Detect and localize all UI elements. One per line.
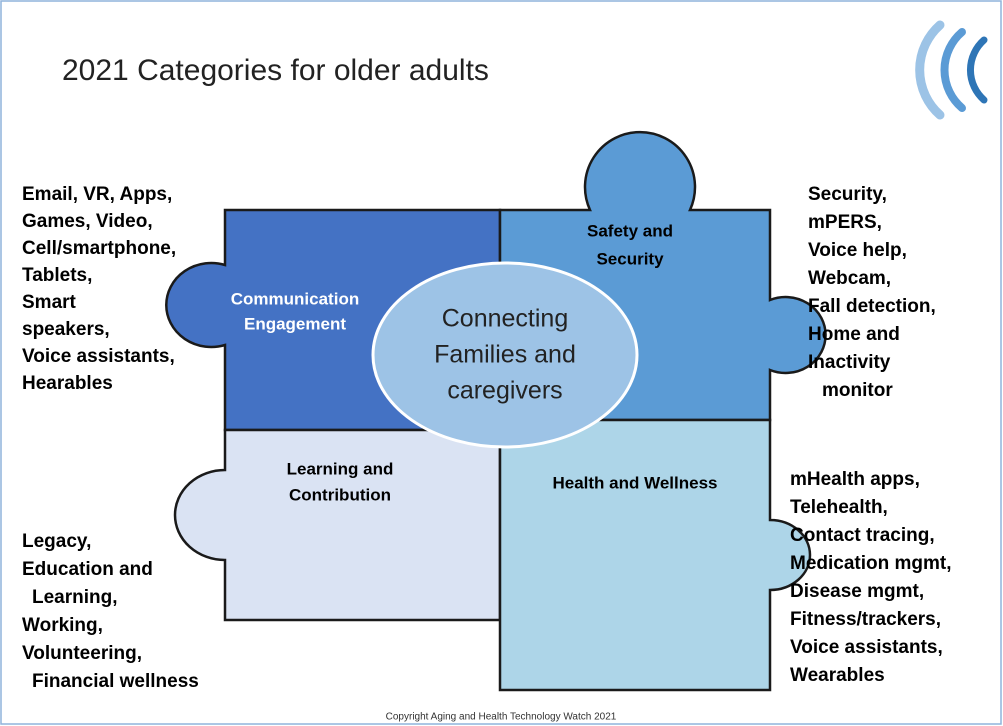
list-item: Voice assistants,: [790, 637, 943, 658]
list-item: Education and: [22, 559, 153, 580]
list-item: Financial wellness: [32, 671, 199, 692]
list-item: Cell/smartphone,: [22, 238, 176, 259]
piece-label: Contribution: [289, 485, 391, 504]
list-item: Learning,: [32, 587, 118, 608]
list-item: Telehealth,: [790, 497, 888, 518]
center-ellipse: [371, 261, 639, 449]
center-text: Families and: [434, 341, 576, 369]
piece-label: Safety and: [587, 221, 673, 240]
list-item: Tablets,: [22, 265, 92, 286]
piece-label: Engagement: [244, 314, 346, 333]
center-text: caregivers: [447, 377, 562, 405]
piece-label: Learning and: [287, 459, 394, 478]
list-item: Security,: [808, 184, 887, 205]
piece-label: Health and Wellness: [552, 473, 717, 492]
list-item: Smart: [22, 292, 77, 313]
piece-label: Security: [596, 249, 664, 268]
list-item: Voice assistants,: [22, 346, 175, 367]
list-item: mHealth apps,: [790, 469, 920, 490]
piece-label: Communication: [231, 289, 359, 308]
list-item: Volunteering,: [22, 643, 142, 664]
list-item: Working,: [22, 615, 103, 636]
list-item: Voice help,: [808, 240, 907, 261]
list-item: Fitness/trackers,: [790, 609, 941, 630]
list-item: Home and: [808, 324, 900, 345]
list-item: Legacy,: [22, 531, 91, 552]
puzzle-piece: [498, 418, 812, 692]
list-item: Wearables: [790, 665, 885, 686]
list-item: Contact tracing,: [790, 525, 935, 546]
center-text: Connecting: [442, 305, 568, 333]
list-item: Hearables: [22, 373, 113, 394]
list-item: Inactivity: [808, 352, 891, 373]
logo: [915, 20, 988, 120]
list-item: Games, Video,: [22, 211, 153, 232]
list-item: monitor: [822, 380, 893, 401]
footer: Copyright Aging and Health Technology Wa…: [386, 712, 617, 723]
list-item: speakers,: [22, 319, 110, 340]
list-item: mPERS,: [808, 212, 882, 233]
list-item: Medication mgmt,: [790, 553, 952, 574]
list-item: Disease mgmt,: [790, 581, 924, 602]
list-item: Fall detection,: [808, 296, 936, 317]
title: 2021 Categories for older adults: [62, 54, 489, 87]
list-item: Email, VR, Apps,: [22, 184, 172, 205]
puzzle-piece: [173, 428, 502, 622]
list-item: Webcam,: [808, 268, 891, 289]
